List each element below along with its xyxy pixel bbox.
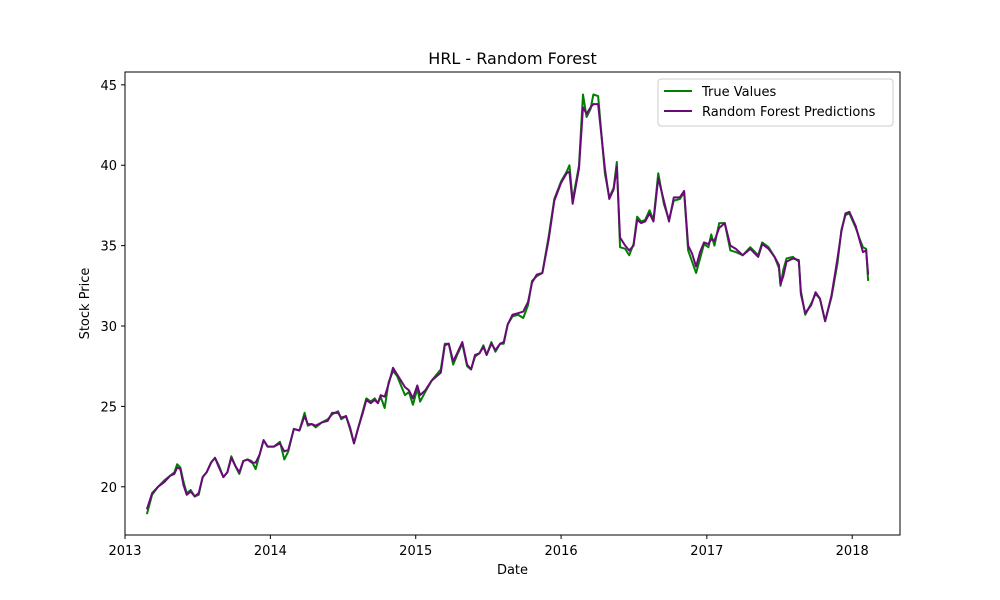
y-axis-title: Stock Price (78, 268, 93, 340)
y-tick-label: 30 (100, 320, 117, 335)
chart-title: HRL - Random Forest (428, 49, 596, 68)
x-axis-title: Date (497, 563, 528, 578)
x-tick-label: 2014 (254, 544, 287, 559)
x-tick-label: 2013 (108, 544, 141, 559)
legend-label-true-values: True Values (701, 85, 776, 100)
y-axis: 20 25 30 35 40 45 (100, 79, 125, 496)
y-tick-label: 35 (100, 240, 117, 255)
x-axis: 2013 2014 2015 2016 2017 2018 (108, 535, 869, 559)
legend-label-random-forest-predictions: Random Forest Predictions (702, 105, 876, 120)
x-tick-label: 2018 (836, 544, 869, 559)
x-tick-label: 2016 (545, 544, 578, 559)
axes-frame (124, 71, 901, 536)
series-layer (145, 93, 870, 515)
legend: True Values Random Forest Predictions (657, 78, 894, 127)
legend-box (657, 78, 894, 127)
y-tick-label: 20 (100, 481, 117, 496)
y-tick-label: 25 (100, 400, 117, 415)
plot-area (145, 93, 870, 515)
y-tick-label: 45 (100, 79, 117, 94)
x-tick-label: 2015 (399, 544, 432, 559)
x-tick-label: 2017 (690, 544, 723, 559)
series-line-random-forest-predictions (145, 103, 870, 510)
y-tick-label: 40 (100, 159, 117, 174)
